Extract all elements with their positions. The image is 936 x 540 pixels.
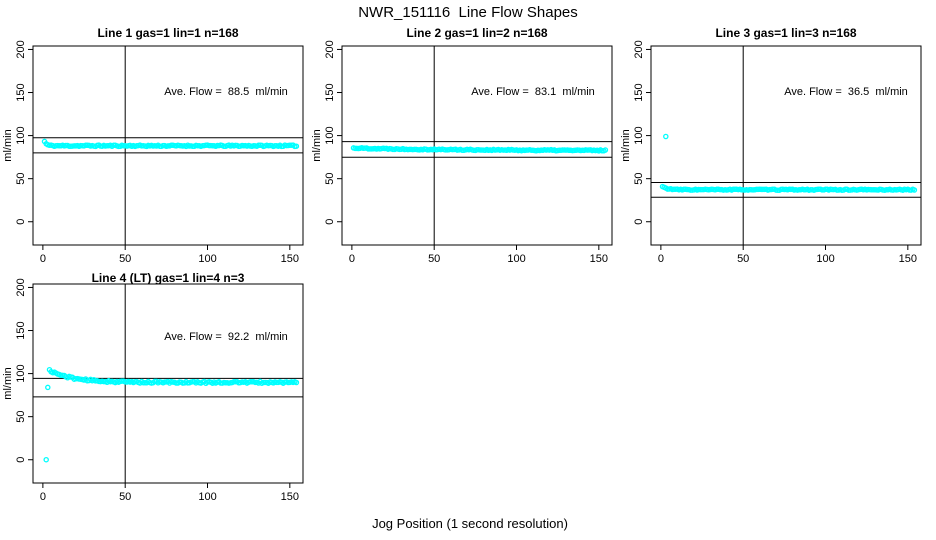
outlier-point: [43, 456, 49, 463]
x-tick-label: 0: [349, 253, 355, 265]
outlier-point: [45, 384, 51, 391]
x-tick-label: 0: [40, 253, 46, 265]
subplot-2: 0 50 100 150 0 50 100 150 200 ml/min: [311, 40, 613, 265]
y-tick-label: 50: [633, 173, 645, 185]
subplot-4-title: Line 4 (LT) gas=1 lin=4 n=3: [91, 271, 245, 285]
y-tick-label: 100: [633, 126, 645, 144]
x-tick-label: 100: [507, 253, 525, 265]
y-tick-label: 150: [15, 321, 27, 339]
y-tick-label: 50: [15, 173, 27, 185]
x-tick-label: 150: [281, 253, 299, 265]
y-axis-label: ml/min: [2, 129, 14, 161]
data-points-line-2: [350, 144, 609, 154]
y-tick-label: 100: [15, 364, 27, 382]
x-tick-label: 0: [40, 491, 46, 503]
plot-box: [650, 45, 922, 246]
outlier-point: [663, 133, 669, 140]
y-axis-label: ml/min: [311, 129, 323, 161]
x-tick-label: 150: [899, 253, 917, 265]
plot-box: [32, 283, 304, 484]
plot-box: [32, 45, 304, 246]
x-tick-label: 50: [119, 253, 131, 265]
x-tick-label: 0: [658, 253, 664, 265]
y-tick-label: 200: [633, 40, 645, 58]
y-tick-label: 100: [15, 126, 27, 144]
subplot-3: 0 50 100 150 0 50 100 150 200 ml/min: [620, 40, 922, 265]
x-tick-label: 150: [590, 253, 608, 265]
y-tick-label: 0: [15, 457, 27, 463]
y-tick-label: 200: [324, 40, 336, 58]
subplot-4: 0 50 100 150 0 50 100 150 200 ml/min: [2, 278, 304, 503]
x-tick-label: 100: [198, 253, 216, 265]
y-axis-label: ml/min: [2, 367, 14, 399]
x-tick-label: 50: [119, 491, 131, 503]
subplot-2-ave-flow-annotation: Ave. Flow = 83.1 ml/min: [471, 86, 595, 98]
subplot-1-title: Line 1 gas=1 lin=1 n=168: [97, 26, 239, 40]
subplot-1: 0 50 100 150 0 50 100 150 200 ml/min: [2, 40, 304, 265]
data-points-line-1: [41, 138, 300, 150]
x-tick-label: 100: [198, 491, 216, 503]
x-axis-label: Jog Position (1 second resolution): [372, 516, 568, 531]
y-tick-label: 50: [324, 173, 336, 185]
y-tick-label: 150: [633, 83, 645, 101]
y-tick-label: 150: [324, 83, 336, 101]
y-tick-label: 150: [15, 83, 27, 101]
y-tick-label: 0: [633, 219, 645, 225]
y-tick-label: 200: [15, 40, 27, 58]
subplot-2-title: Line 2 gas=1 lin=2 n=168: [406, 26, 548, 40]
y-axis-label: ml/min: [620, 129, 632, 161]
data-points-line-3: [659, 133, 918, 193]
y-tick-label: 50: [15, 411, 27, 423]
subplot-1-ave-flow-annotation: Ave. Flow = 88.5 ml/min: [164, 86, 288, 98]
x-tick-label: 50: [737, 253, 749, 265]
y-tick-label: 0: [15, 219, 27, 225]
y-tick-label: 100: [324, 126, 336, 144]
subplot-4-ave-flow-annotation: Ave. Flow = 92.2 ml/min: [164, 331, 288, 343]
x-tick-label: 50: [428, 253, 440, 265]
plot-box: [341, 45, 613, 246]
y-tick-label: 0: [324, 219, 336, 225]
page-title: NWR_151116 Line Flow Shapes: [358, 4, 578, 21]
y-tick-label: 200: [15, 278, 27, 296]
x-tick-label: 100: [816, 253, 834, 265]
data-points-line-4: [43, 366, 300, 463]
x-tick-label: 150: [281, 491, 299, 503]
subplot-3-title: Line 3 gas=1 lin=3 n=168: [715, 26, 857, 40]
subplot-3-ave-flow-annotation: Ave. Flow = 36.5 ml/min: [784, 86, 908, 98]
